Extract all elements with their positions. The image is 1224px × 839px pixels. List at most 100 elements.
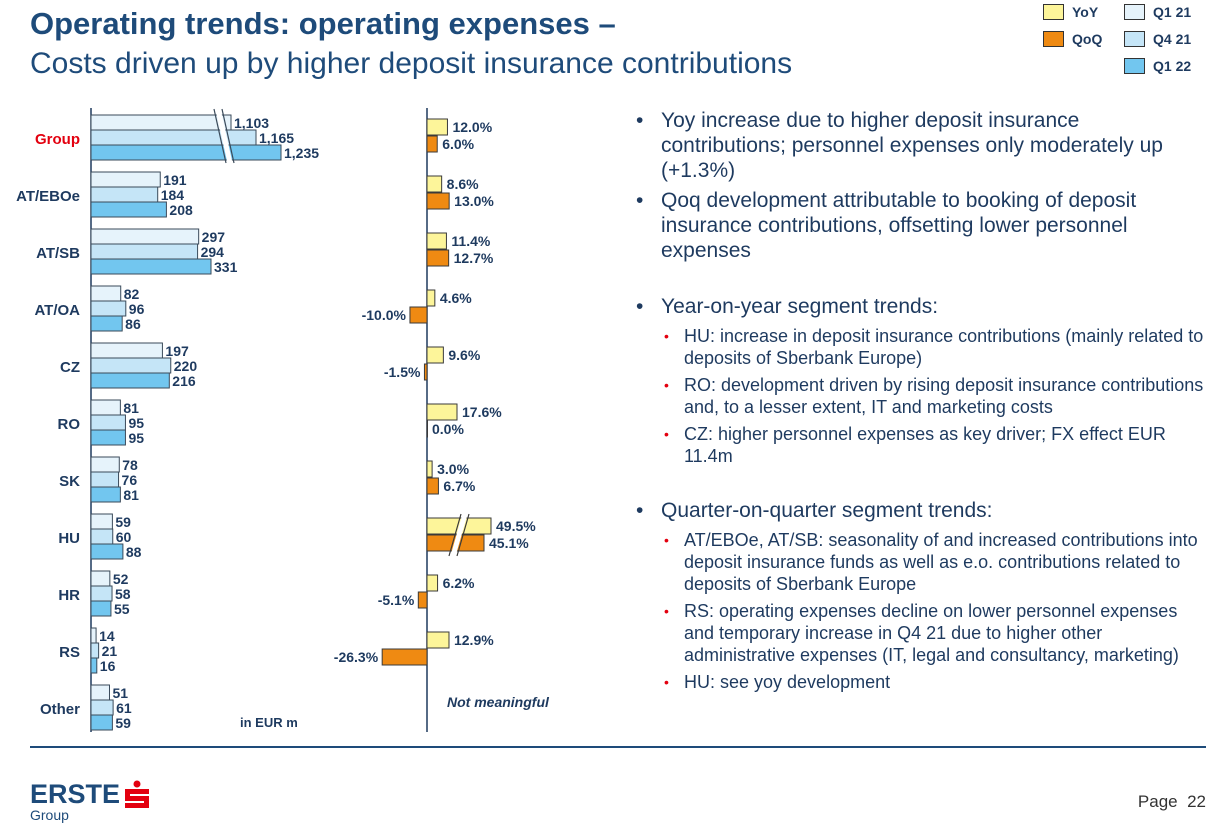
axis-break-gap	[450, 513, 468, 557]
sub-bullet-item: CZ: higher personnel expenses as key dri…	[636, 423, 1206, 467]
sub-bullet-item: RO: development driven by rising deposit…	[636, 374, 1206, 418]
legend-q122-label: Q1 22	[1153, 58, 1192, 74]
legend-q122-swatch	[1124, 58, 1145, 74]
bar-q1-22-ro	[90, 429, 126, 446]
value-label-q4-21-at-oa: 96	[129, 301, 145, 317]
legend-q421: Q4 21	[1124, 31, 1191, 47]
not-meaningful-note: Not meaningful	[447, 694, 550, 710]
value-label-q1-21-at-oa: 82	[124, 286, 140, 302]
bar-q1-21-at-sb	[90, 228, 200, 245]
value-label-q1-22-cz: 216	[172, 373, 196, 389]
bar-q1-21-sk	[90, 456, 120, 473]
sparkasse-s-icon	[125, 780, 149, 808]
value-label-q4-21-ro: 95	[128, 415, 144, 431]
bar-yoy-at-oa	[426, 289, 436, 307]
legend-qoq: QoQ	[1043, 31, 1102, 47]
bullet-item: Year-on-year segment trends:	[636, 294, 1206, 319]
value-label-yoy-cz: 9.6%	[448, 347, 480, 363]
value-label-qoq-at-eboe: 13.0%	[454, 193, 494, 209]
value-label-yoy-rs: 12.9%	[454, 632, 494, 648]
value-label-q1-21-rs: 14	[99, 628, 115, 644]
value-label-q1-21-hr: 52	[113, 571, 129, 587]
value-label-q1-22-at-oa: 86	[125, 316, 141, 332]
bar-qoq-sk	[426, 477, 439, 495]
page-number-value: 22	[1187, 792, 1206, 811]
value-label-q4-21-sk: 76	[122, 472, 138, 488]
value-label-q1-21-ro: 81	[123, 400, 139, 416]
value-label-yoy-group: 12.0%	[452, 119, 492, 135]
bar-q1-21-at-eboe	[90, 171, 161, 188]
value-label-yoy-ro: 17.6%	[462, 404, 502, 420]
bar-q4-21-group	[90, 129, 257, 146]
bar-qoq-hr	[417, 591, 428, 609]
bar-q4-21-other	[90, 699, 114, 716]
category-label-ro: RO	[58, 416, 81, 433]
chart-legend: YoY QoQ Q1 21 Q4 21 Q1 22	[1040, 4, 1220, 84]
axis-break-mark	[213, 108, 227, 164]
bar-qoq-at-eboe	[426, 192, 450, 210]
unit-label: in EUR m	[240, 715, 298, 730]
value-label-qoq-ro: 0.0%	[432, 421, 464, 437]
legend-yoy-swatch	[1043, 4, 1064, 20]
bar-q1-21-group	[90, 114, 232, 131]
category-label-sk: SK	[59, 473, 80, 490]
bullet-item: Qoq development attributable to booking …	[636, 188, 1206, 263]
value-label-q4-21-hu: 60	[116, 529, 132, 545]
bar-q1-21-rs	[90, 627, 97, 644]
bar-q4-21-cz	[90, 357, 172, 374]
legend-qoq-swatch	[1043, 31, 1064, 47]
value-label-q1-22-ro: 95	[128, 430, 144, 446]
value-label-q1-21-at-eboe: 191	[163, 172, 187, 188]
bar-yoy-hr	[426, 574, 439, 592]
value-label-yoy-at-oa: 4.6%	[440, 290, 472, 306]
legend-q121: Q1 21	[1124, 4, 1191, 20]
axis-break-gap	[215, 108, 233, 164]
bar-q1-22-cz	[90, 372, 170, 389]
commentary-list: Yoy increase due to higher deposit insur…	[636, 108, 1206, 693]
value-label-q1-22-group: 1,235	[284, 145, 319, 161]
bar-q4-21-at-sb	[90, 243, 199, 260]
bar-q1-21-ro	[90, 399, 121, 416]
value-label-qoq-sk: 6.7%	[443, 478, 475, 494]
bar-q1-21-hu	[90, 513, 113, 530]
bar-q1-22-at-eboe	[90, 201, 167, 218]
bar-qoq-rs	[381, 648, 428, 666]
bar-q4-21-hu	[90, 528, 114, 545]
value-label-q1-21-group: 1,103	[234, 115, 269, 131]
sub-bullet-item: HU: increase in deposit insurance contri…	[636, 325, 1206, 369]
category-label-at-oa: AT/OA	[34, 302, 80, 319]
category-label-hr: HR	[58, 587, 80, 604]
legend-q121-label: Q1 21	[1153, 4, 1192, 20]
value-label-q1-22-at-sb: 331	[214, 259, 238, 275]
sub-bullet-item: AT/EBOe, AT/SB: seasonality of and incre…	[636, 529, 1206, 595]
value-label-qoq-rs: -26.3%	[334, 649, 379, 665]
bar-yoy-sk	[426, 460, 433, 478]
page-subtitle: Costs driven up by higher deposit insura…	[30, 47, 793, 80]
bar-q1-22-at-sb	[90, 258, 212, 275]
legend-q121-swatch	[1124, 4, 1145, 20]
bar-q4-21-at-eboe	[90, 186, 159, 203]
value-label-yoy-at-eboe: 8.6%	[447, 176, 479, 192]
value-label-qoq-hr: -5.1%	[378, 592, 415, 608]
bar-q1-22-rs	[90, 657, 98, 674]
bar-q4-21-sk	[90, 471, 120, 488]
value-label-yoy-at-sb: 11.4%	[451, 233, 490, 249]
footer-divider	[30, 746, 1206, 748]
bar-qoq-at-sb	[426, 249, 450, 267]
category-label-cz: CZ	[60, 359, 80, 376]
value-label-q1-22-at-eboe: 208	[169, 202, 193, 218]
value-label-qoq-at-oa: -10.0%	[362, 307, 407, 323]
sub-bullet-item: RS: operating expenses decline on lower …	[636, 600, 1206, 666]
bar-q1-22-at-oa	[90, 315, 123, 332]
sub-bullet-item: HU: see yoy development	[636, 671, 1206, 693]
bar-q1-22-sk	[90, 486, 121, 503]
bar-yoy-group	[426, 118, 448, 136]
value-label-yoy-hu: 49.5%	[496, 518, 536, 534]
bar-q4-21-hr	[90, 585, 113, 602]
legend-yoy-label: YoY	[1072, 4, 1099, 20]
value-label-q4-21-rs: 21	[102, 643, 118, 659]
page-title: Operating trends: operating expenses –	[30, 6, 616, 41]
bar-q1-21-hr	[90, 570, 111, 587]
value-label-q1-22-hu: 88	[126, 544, 142, 560]
